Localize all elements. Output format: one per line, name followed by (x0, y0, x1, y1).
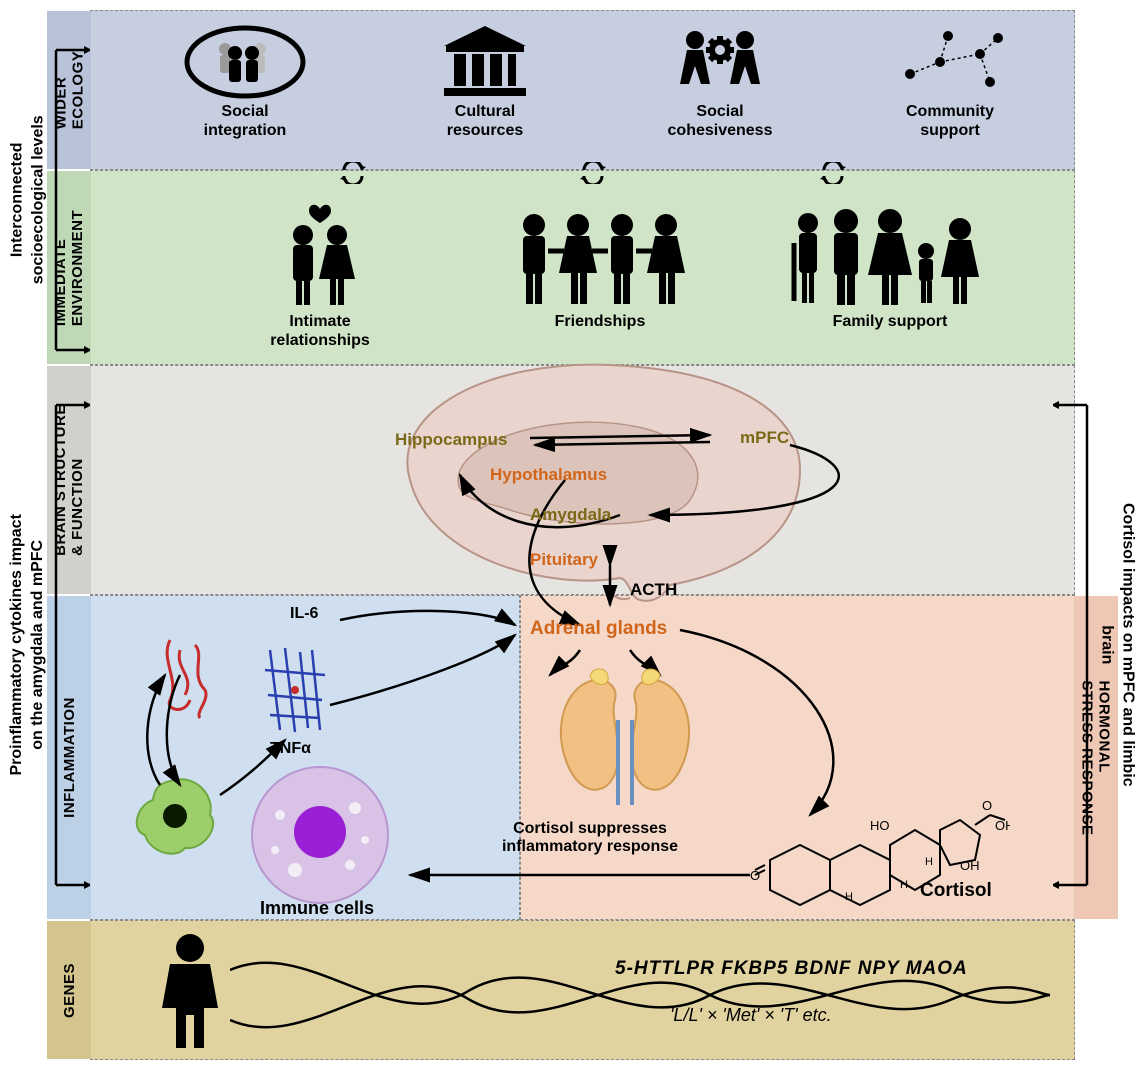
label-suppress: Cortisol suppressesinflammatory response (470, 820, 710, 856)
svg-text:HO: HO (870, 818, 890, 833)
svg-text:OH: OH (960, 858, 980, 873)
couple-heart-icon (230, 200, 410, 310)
label-hippocampus: Hippocampus (395, 430, 507, 450)
label-mpfc: mPFC (740, 428, 789, 448)
item-social-integration: Socialintegration (160, 24, 330, 140)
item-intimate: Intimaterelationships (230, 200, 410, 350)
caption: Culturalresources (400, 102, 570, 140)
item-social-cohesiveness: Socialcohesiveness (635, 24, 805, 140)
person-silhouette-icon (150, 930, 230, 1050)
dna-helix-icon (230, 940, 1050, 1050)
cycle-icon (338, 162, 368, 184)
annot-text: Proinflammatory cytokines impacton the a… (7, 514, 49, 775)
gene-combo: 'L/L' × 'Met' × 'T' etc. (670, 1005, 832, 1026)
caption: Socialcohesiveness (635, 102, 805, 140)
svg-text:OH: OH (995, 818, 1010, 833)
svg-text:H: H (900, 879, 908, 891)
annot-cytokines: Proinflammatory cytokines impacton the a… (8, 405, 48, 885)
family-icon (770, 200, 1010, 310)
bracket-right (1053, 395, 1097, 895)
svg-text:H: H (925, 856, 933, 868)
label-pituitary: Pituitary (530, 550, 598, 570)
band-label-text: GENES (61, 962, 78, 1017)
band-label-genes: GENES (47, 921, 91, 1059)
item-cultural-resources: Culturalresources (400, 24, 570, 140)
annot-text: Cortisol impacts on mPFC and limbicbrain (1096, 503, 1138, 787)
label-hypothalamus: Hypothalamus (490, 465, 607, 485)
friends-icon (490, 200, 710, 310)
label-adrenal: Adrenal glands (530, 618, 667, 640)
caption: Socialintegration (160, 102, 330, 140)
caption: Intimaterelationships (230, 312, 410, 350)
caption: Family support (770, 312, 1010, 331)
annot-socioecological: Interconnectedsocioecological levels (8, 50, 48, 350)
label-amygdala: Amygdala (530, 505, 611, 525)
suppress-arrow (405, 865, 755, 885)
gear-people-icon (635, 24, 805, 100)
network-icon (865, 24, 1035, 100)
cycle-icon (818, 162, 848, 184)
item-friendships: Friendships (490, 200, 710, 331)
svg-text:H: H (845, 891, 853, 903)
ellipse-people-icon (160, 24, 330, 100)
bracket-bottom-left (46, 395, 90, 895)
label-acth: ACTH (630, 580, 677, 600)
diagram-root: WIDERECOLOGY IMMEDIATEENVIRONMENT BRAIN … (90, 10, 1075, 1060)
bracket-top-left (46, 40, 90, 360)
item-family: Family support (770, 200, 1010, 331)
kidneys-icon (540, 660, 710, 810)
label-cortisol: Cortisol (920, 880, 992, 902)
annot-cortisol-impact: Cortisol impacts on mPFC and limbicbrain (1097, 405, 1137, 885)
item-community-support: Communitysupport (865, 24, 1035, 140)
svg-text:O: O (982, 798, 992, 813)
building-icon (400, 24, 570, 100)
gene-list: 5-HTTLPR FKBP5 BDNF NPY MAOA (615, 958, 968, 980)
cycle-icon (578, 162, 608, 184)
annot-text: Interconnectedsocioecological levels (7, 116, 49, 285)
caption: Friendships (490, 312, 710, 331)
caption: Communitysupport (865, 102, 1035, 140)
